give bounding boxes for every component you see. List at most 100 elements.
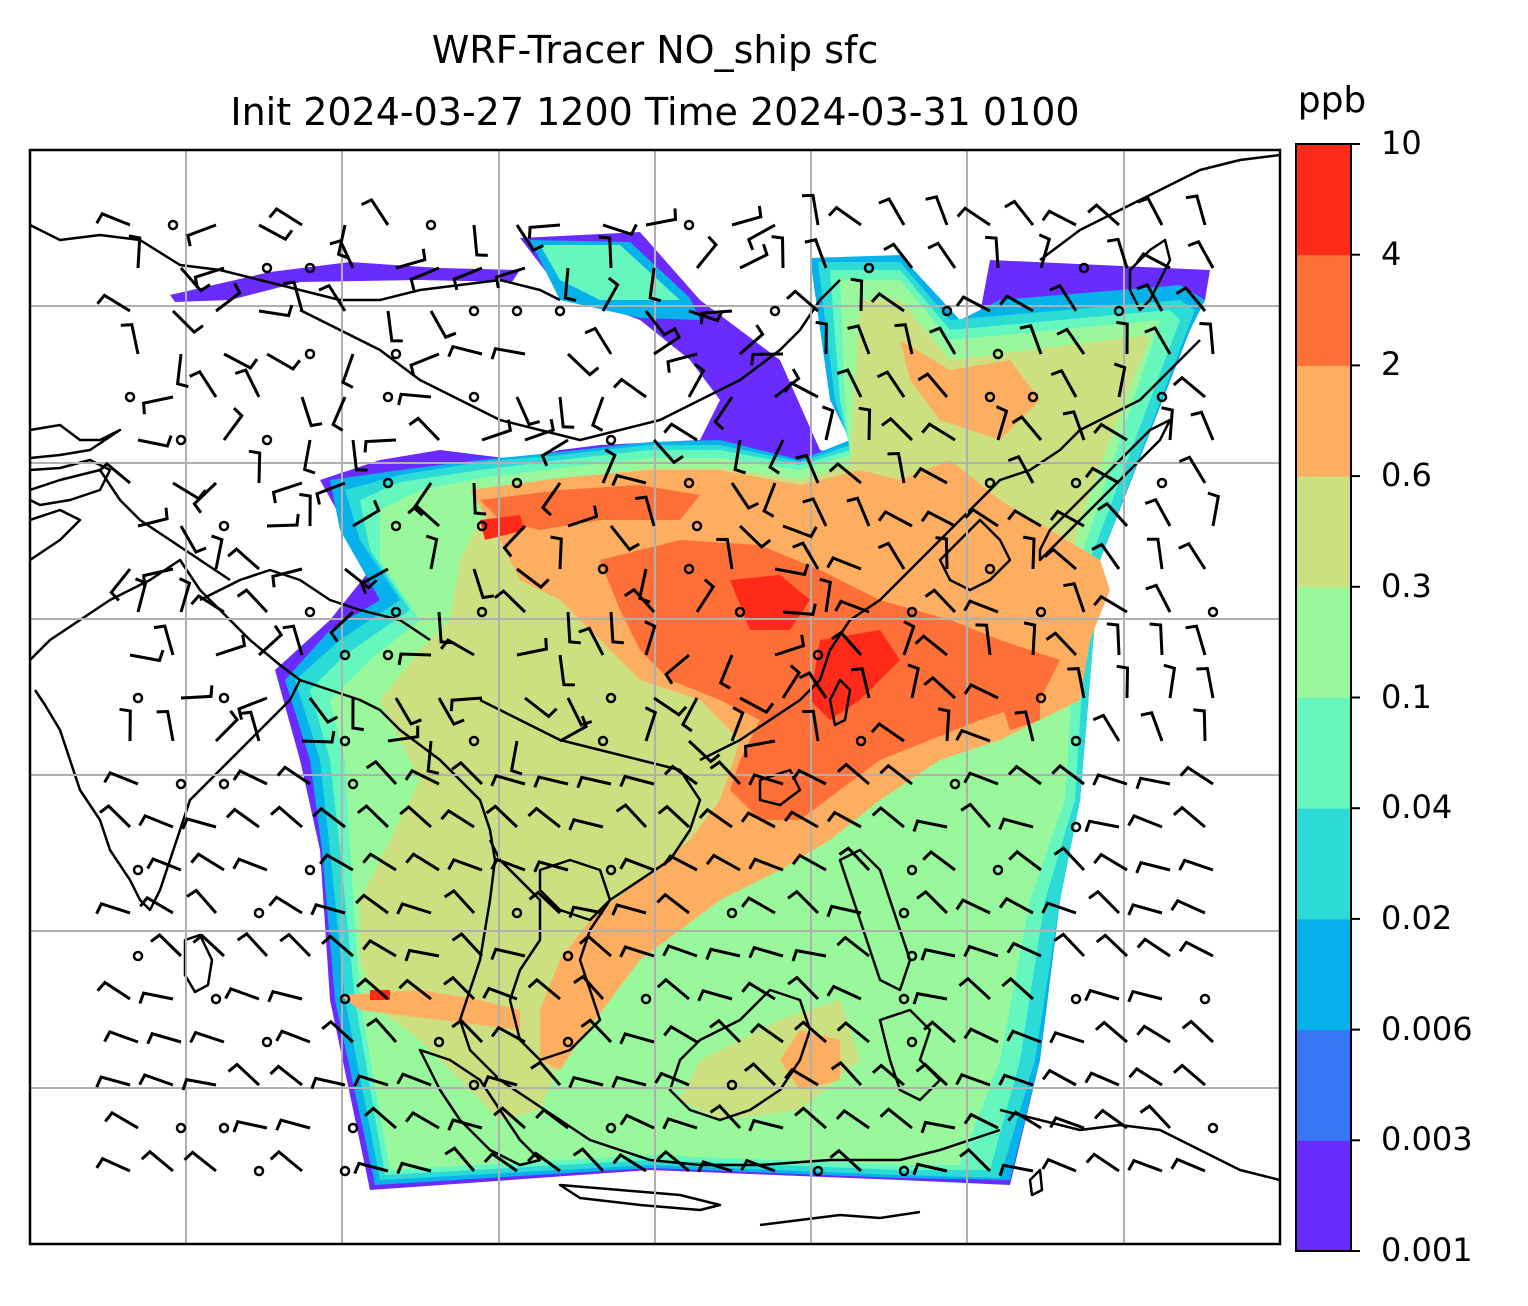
wind-barb: [955, 728, 991, 743]
wind-barb: [645, 208, 678, 227]
wind-barb: [619, 857, 655, 872]
wind-barb: [1178, 455, 1207, 484]
wind-barb: [153, 624, 175, 656]
wind-barb: [440, 638, 475, 657]
wind-barb: [404, 768, 440, 786]
wind-barb: [877, 541, 906, 570]
wind-barb: [786, 289, 819, 313]
wind-barb: [739, 324, 765, 356]
calm-wind-circle: [476, 520, 488, 532]
wind-barb: [397, 652, 432, 666]
wind-barb: [1178, 940, 1214, 958]
wind-barb: [847, 324, 871, 355]
wind-barb: [224, 986, 260, 1001]
wind-barb: [1085, 1152, 1120, 1173]
coastline-lesser-sunda: [759, 1168, 1044, 1227]
wind-barb: [959, 1147, 992, 1173]
wind-barb: [740, 811, 776, 829]
wind-barb: [359, 567, 389, 595]
calm-wind-circle: [1035, 606, 1047, 618]
wind-barb: [1207, 491, 1221, 527]
wind-barb: [784, 810, 819, 829]
calm-wind-circle: [304, 606, 316, 618]
wind-barb: [189, 1030, 225, 1044]
wind-barb: [783, 381, 819, 399]
wind-barb: [749, 1022, 784, 1044]
wind-barb: [656, 892, 690, 915]
wind-barb: [181, 817, 217, 830]
wind-barb: [695, 235, 718, 269]
calm-wind-circle: [433, 1036, 445, 1048]
wind-barb: [319, 853, 354, 872]
calm-wind-circle: [390, 348, 402, 360]
wind-barb: [225, 807, 260, 829]
wind-barb: [310, 1076, 346, 1090]
wind-barb: [782, 603, 817, 616]
wind-barb: [103, 1030, 139, 1044]
wind-barb: [1199, 322, 1215, 355]
calm-wind-circle: [468, 391, 480, 403]
wind-barb: [482, 986, 518, 1001]
wind-barb: [175, 353, 189, 389]
wind-barb: [598, 235, 613, 269]
wind-barb: [657, 804, 691, 829]
wind-barb: [1043, 547, 1077, 571]
wind-barb: [472, 568, 495, 600]
wind-barb: [746, 223, 776, 251]
coastline-taiwan: [828, 678, 852, 727]
wind-barb: [771, 235, 785, 269]
calm-wind-circle: [683, 563, 695, 575]
wind-barb: [452, 266, 483, 291]
calm-wind-circle: [218, 520, 230, 532]
wind-barb: [502, 524, 527, 558]
wind-barb: [310, 903, 346, 916]
wind-barb: [1161, 406, 1174, 441]
wind-barb: [146, 857, 182, 872]
wind-barb: [709, 1104, 742, 1130]
wind-barb: [540, 482, 562, 517]
wind-barb: [1007, 764, 1042, 786]
wind-barb: [315, 481, 346, 505]
wind-barb: [1179, 765, 1214, 786]
wind-barb: [248, 449, 262, 484]
wind-barb: [472, 482, 487, 516]
wind-barb: [437, 611, 453, 645]
wind-barb: [578, 626, 605, 656]
calm-wind-circle: [347, 778, 359, 790]
wind-barb: [171, 309, 204, 335]
calm-wind-circle: [175, 1122, 187, 1134]
wind-barb: [482, 1074, 518, 1088]
wind-barb: [364, 1106, 397, 1130]
wind-barb: [279, 932, 312, 958]
wind-barb: [1149, 622, 1164, 656]
wind-barb: [663, 422, 698, 442]
colorbar-segment: [1296, 808, 1351, 920]
calm-wind-circle: [605, 434, 617, 446]
wind-barb: [142, 395, 174, 415]
wind-barb: [566, 611, 581, 645]
wind-barb: [1172, 805, 1206, 829]
wind-barb: [750, 352, 784, 366]
wind-barb: [186, 888, 218, 914]
coastline-arabian: [30, 458, 112, 507]
wind-barb: [850, 277, 864, 312]
colorbar-segment: [1296, 254, 1351, 366]
wind-barb: [644, 620, 657, 656]
wind-barb: [1008, 849, 1042, 872]
wind-barb: [794, 1020, 827, 1044]
wind-barb: [730, 706, 745, 742]
wind-barb: [1106, 237, 1129, 269]
wind-barb: [609, 525, 640, 552]
wind-barb: [395, 248, 427, 270]
wind-barb: [644, 706, 658, 742]
calm-wind-circle: [1070, 821, 1082, 833]
wind-barb: [321, 1019, 355, 1044]
wind-barb: [1084, 1071, 1120, 1087]
wind-barb: [109, 568, 132, 602]
wind-barb: [1127, 903, 1163, 916]
wind-barb: [601, 276, 620, 312]
wind-barb: [394, 697, 422, 726]
calm-wind-circle: [1113, 305, 1125, 317]
calm-wind-circle: [726, 1079, 738, 1091]
wind-barb: [907, 663, 920, 699]
